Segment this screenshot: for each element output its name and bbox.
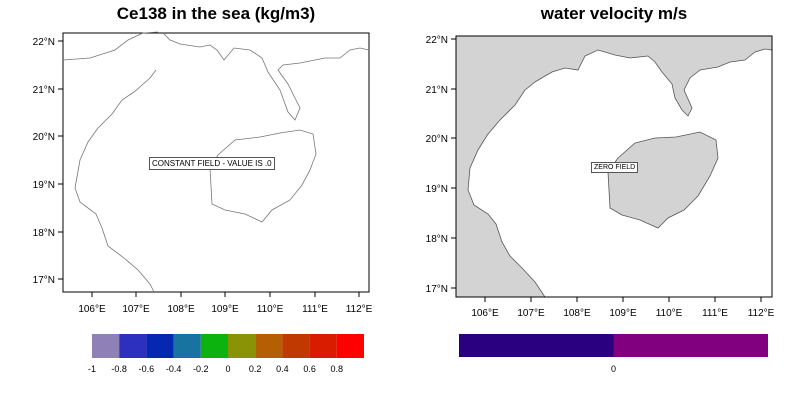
left-lon-label: 107°E [122, 304, 150, 315]
left-lat-label: 21°N [33, 85, 55, 96]
left-lat-axis: 22°N 21°N 20°N 19°N 18°N 17°N [33, 37, 63, 286]
right-lon-label: 110°E [656, 308, 683, 319]
colorbar-tick-label: 0.4 [276, 364, 289, 374]
left-lat-label: 17°N [33, 275, 55, 286]
right-lon-axis: 106°E 107°E 108°E 109°E 110°E 111°E 112°… [471, 297, 775, 319]
right-zero-field-note: ZERO FIELD [591, 162, 639, 173]
colorbar-tick-label: -0.8 [111, 364, 127, 374]
colorbar-swatch [255, 334, 283, 358]
left-lat-label: 19°N [33, 180, 55, 191]
left-lon-label: 112°E [346, 304, 373, 315]
left-lat-label: 20°N [33, 132, 55, 143]
colorbar-tick-label: -0.6 [138, 364, 155, 374]
left-lon-axis: 106°E 107°E 108°E 109°E 110°E 111°E 112°… [78, 292, 373, 315]
left-lat-label: 22°N [33, 37, 55, 48]
right-lon-label: 107°E [517, 308, 545, 319]
left-coastline-west [74, 69, 157, 293]
left-map: 22°N 21°N 20°N 19°N 18°N 17°N 106°E 107°… [33, 31, 373, 315]
left-lat-label: 18°N [33, 228, 55, 239]
left-constant-field-note: CONSTANT FIELD - VALUE IS .0 [149, 157, 275, 170]
right-lat-label: 21°N [426, 85, 448, 96]
left-colorbar [92, 334, 364, 358]
left-coastline [62, 31, 370, 121]
colorbar-tick-label: -0.2 [193, 364, 209, 374]
right-land [455, 35, 773, 298]
colorbar-tick-label: 0 [610, 364, 616, 374]
colorbar-tick-label: 0 [225, 364, 231, 374]
colorbar-swatch [459, 334, 614, 357]
right-lat-label: 22°N [426, 35, 448, 46]
left-island [209, 129, 317, 223]
left-lon-label: 111°E [302, 304, 328, 315]
right-map: 22°N 21°N 20°N 19°N 18°N 17°N 106°E 107°… [426, 35, 775, 319]
colorbar-swatch [173, 334, 201, 358]
colorbar-tick-label: 0.8 [330, 364, 344, 374]
right-lat-label: 17°N [426, 284, 448, 295]
colorbar-swatch [228, 334, 256, 358]
colorbar-tick-label: -1 [87, 364, 96, 374]
right-lat-label: 20°N [426, 134, 448, 145]
colorbar-tick-label: 0.6 [303, 364, 316, 374]
colorbar-tick-label: -0.4 [165, 364, 182, 374]
right-lon-label: 112°E [748, 308, 775, 319]
colorbar-swatch [119, 334, 147, 358]
right-lon-label: 108°E [563, 308, 591, 319]
left-lon-label: 109°E [211, 304, 239, 315]
right-map-title: water velocity m/s [540, 4, 688, 23]
left-lon-label: 108°E [167, 304, 195, 315]
right-lon-label: 109°E [609, 308, 637, 319]
right-colorbar [459, 334, 768, 357]
right-map-frame [455, 35, 773, 298]
colorbar-swatch [92, 334, 120, 358]
right-lon-label: 111°E [702, 308, 728, 319]
right-lat-label: 19°N [426, 184, 448, 195]
left-map-title: Ce138 in the sea (kg/m3) [116, 4, 316, 23]
colorbar-swatch [200, 334, 228, 358]
colorbar-swatch [613, 334, 768, 357]
colorbar-swatch [146, 334, 174, 358]
right-island [607, 131, 719, 229]
colorbar-tick-label: 0.2 [248, 364, 262, 374]
colorbar-swatch [336, 334, 364, 358]
colorbar-swatch [282, 334, 310, 358]
left-lon-label: 106°E [78, 304, 106, 315]
right-lon-label: 106°E [471, 308, 499, 319]
right-lat-axis: 22°N 21°N 20°N 19°N 18°N 17°N [426, 35, 456, 295]
colorbar-swatch [309, 334, 337, 358]
right-lat-label: 18°N [426, 234, 448, 245]
left-lon-label: 110°E [257, 304, 284, 315]
